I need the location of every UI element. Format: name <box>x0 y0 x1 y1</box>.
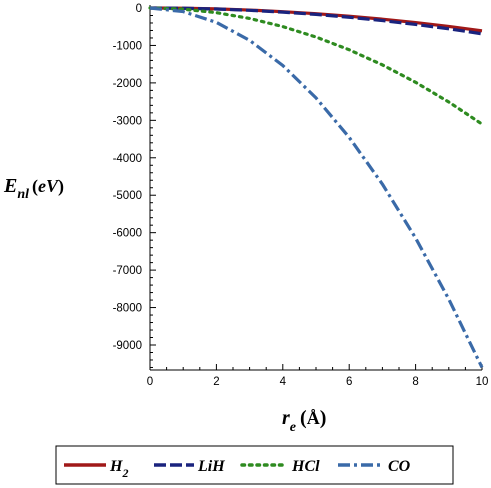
legend-box <box>55 445 454 485</box>
legend-label-hcl: HCl <box>291 458 320 475</box>
x-axis-title: re (Å) <box>282 407 326 435</box>
y-tick-label: -1000 <box>113 40 142 52</box>
series-layer <box>148 6 484 369</box>
y-tick-label: -8000 <box>113 303 142 315</box>
y-axis: 0 -1000 -2000 -3000 -4000 -5000 -6000 -7000 -800… <box>113 3 156 368</box>
x-tick-label: 0 <box>147 376 153 388</box>
legend-label-co: CO <box>388 458 411 475</box>
plot-frame <box>149 5 482 371</box>
y-tick-label: -2000 <box>113 78 142 90</box>
y-tick-label: -4000 <box>113 153 142 165</box>
y-tick-label: -9000 <box>113 340 142 352</box>
y-tick-label: -6000 <box>113 228 142 240</box>
x-tick-label: 8 <box>412 376 418 388</box>
series-line-lih <box>149 6 483 36</box>
legend: H2 LiH HCl CO <box>64 458 411 480</box>
series-line-co <box>149 6 484 369</box>
x-tick-label: 4 <box>280 376 287 388</box>
x-axis: 0 2 4 6 8 10 <box>147 364 489 388</box>
legend-label-h: H2 <box>109 458 128 480</box>
y-axis-title: Enl (eV) <box>3 175 64 202</box>
x-tick-label: 6 <box>346 376 352 388</box>
y-tick-label: 0 <box>136 3 142 15</box>
legend-label-lih: LiH <box>197 458 225 475</box>
x-tick-label: 10 <box>476 376 489 388</box>
x-tick-label: 2 <box>213 376 219 388</box>
y-tick-label: -3000 <box>113 115 142 127</box>
series-line-hcl <box>148 6 484 126</box>
y-tick-label: -5000 <box>113 190 142 202</box>
y-tick-label: -7000 <box>113 265 142 277</box>
